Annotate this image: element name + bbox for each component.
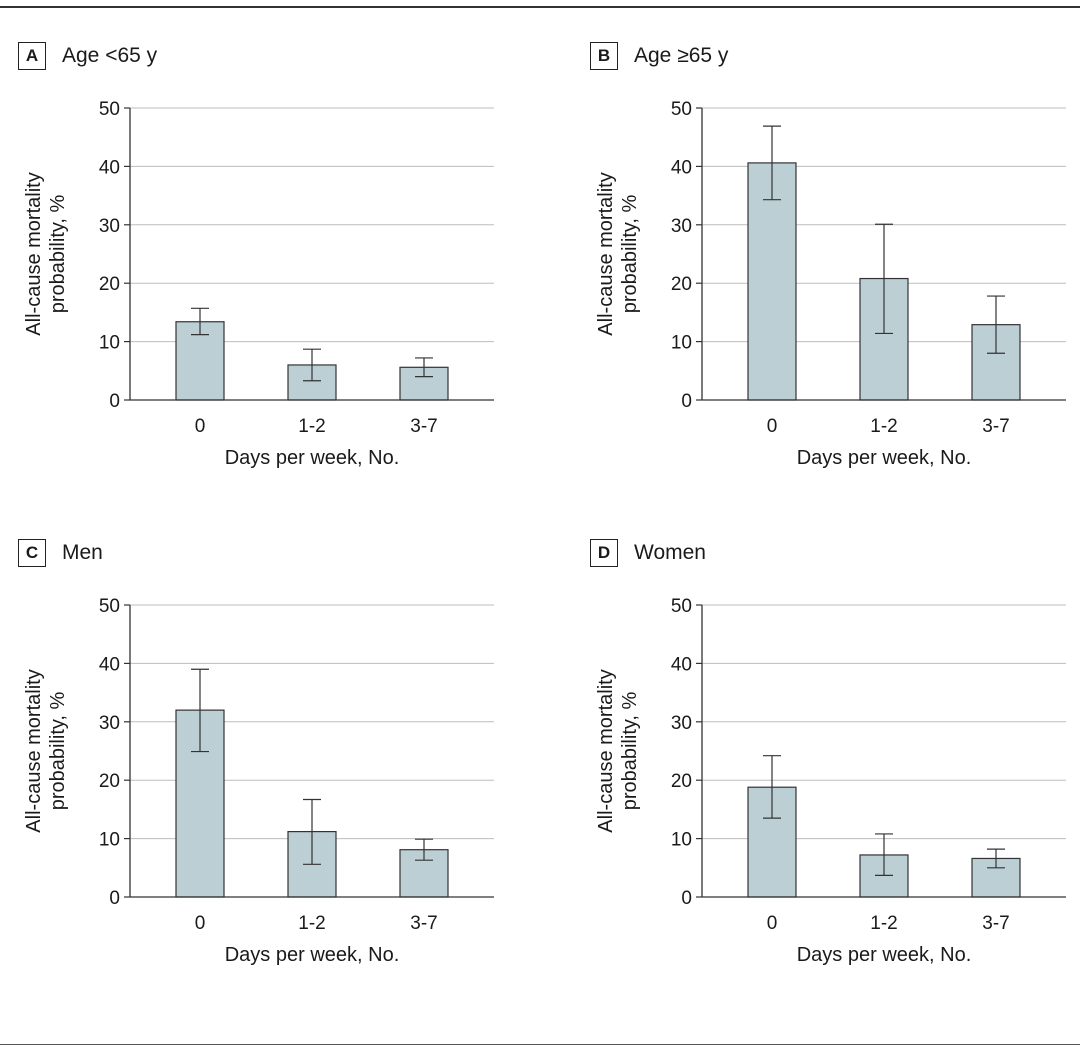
y-axis-label: probability, % [47,194,69,313]
y-tick-label: 20 [99,771,120,792]
panel-letter-badge: C [18,539,46,567]
y-axis-label: All-cause mortality [595,172,617,335]
y-axis-label: probability, % [47,691,69,810]
panel-a: A Age <65 y 0 10 20 30 40 50 0 1-2 3-7 Days per w… [18,42,538,512]
panel-letter-badge: D [590,539,618,567]
chart-svg: 0 10 20 30 40 50 0 1-2 3-7 Days per week, No. All-… [595,596,1066,966]
x-tick-label: 1-2 [298,416,325,437]
chart-svg: 0 10 20 30 40 50 0 1-2 3-7 Days per week, No. All-… [595,99,1066,469]
y-axis-label: All-cause mortality [23,669,45,832]
bar [747,162,797,401]
chart-svg: 0 10 20 30 40 50 0 1-2 3-7 Days per week, No. All-… [23,596,494,966]
x-tick-label: 0 [767,913,778,934]
y-tick-label: 50 [99,99,120,120]
x-axis-label: Days per week, No. [797,447,972,469]
y-tick-label: 30 [99,216,120,237]
y-tick-label: 0 [109,888,120,909]
y-axis-label: probability, % [619,194,641,313]
panel-c: C Men 0 10 20 30 40 50 0 1-2 3-7 Days per week, N… [18,539,538,1009]
x-tick-label: 0 [767,416,778,437]
panel-title: Age <65 y [62,44,158,67]
x-tick-label: 1-2 [298,913,325,934]
y-tick-label: 50 [99,596,120,617]
x-tick-label: 1-2 [870,913,897,934]
top-rule [0,6,1080,8]
y-tick-label: 30 [671,713,692,734]
x-axis-label: Days per week, No. [225,944,400,966]
x-tick-label: 1-2 [870,416,897,437]
y-axis-label: All-cause mortality [595,669,617,832]
panel-title: Men [62,541,103,564]
y-tick-label: 0 [681,888,692,909]
panel-title: Age ≥65 y [634,44,729,67]
y-tick-label: 50 [671,596,692,617]
panel-b: B Age ≥65 y 0 10 20 30 40 50 0 1-2 3-7 Days per w… [590,42,1080,512]
y-tick-label: 10 [671,333,692,354]
y-axis-label: probability, % [619,691,641,810]
x-axis-label: Days per week, No. [225,447,400,469]
panel-letter-badge: B [590,42,618,70]
y-tick-label: 30 [671,216,692,237]
y-tick-label: 40 [671,654,692,675]
x-tick-label: 3-7 [410,913,437,934]
y-axis-label: All-cause mortality [23,172,45,335]
y-tick-label: 10 [671,830,692,851]
bottom-rule [0,1044,1080,1045]
panel-d: D Women 0 10 20 30 40 50 0 1-2 3-7 Days per week,… [590,539,1080,1009]
x-axis-label: Days per week, No. [797,944,972,966]
y-tick-label: 30 [99,713,120,734]
x-tick-label: 3-7 [982,416,1009,437]
y-tick-label: 40 [99,157,120,178]
x-tick-label: 0 [195,913,206,934]
y-tick-label: 50 [671,99,692,120]
y-tick-label: 10 [99,830,120,851]
y-tick-label: 10 [99,333,120,354]
y-tick-label: 20 [671,771,692,792]
x-tick-label: 3-7 [982,913,1009,934]
x-tick-label: 0 [195,416,206,437]
y-tick-label: 40 [671,157,692,178]
panel-letter-badge: A [18,42,46,70]
y-tick-label: 40 [99,654,120,675]
y-tick-label: 20 [99,274,120,295]
x-tick-label: 3-7 [410,416,437,437]
y-tick-label: 0 [681,391,692,412]
panel-title: Women [634,541,706,564]
chart-svg: 0 10 20 30 40 50 0 1-2 3-7 Days per week, No. All-… [23,99,494,469]
y-tick-label: 0 [109,391,120,412]
y-tick-label: 20 [671,274,692,295]
